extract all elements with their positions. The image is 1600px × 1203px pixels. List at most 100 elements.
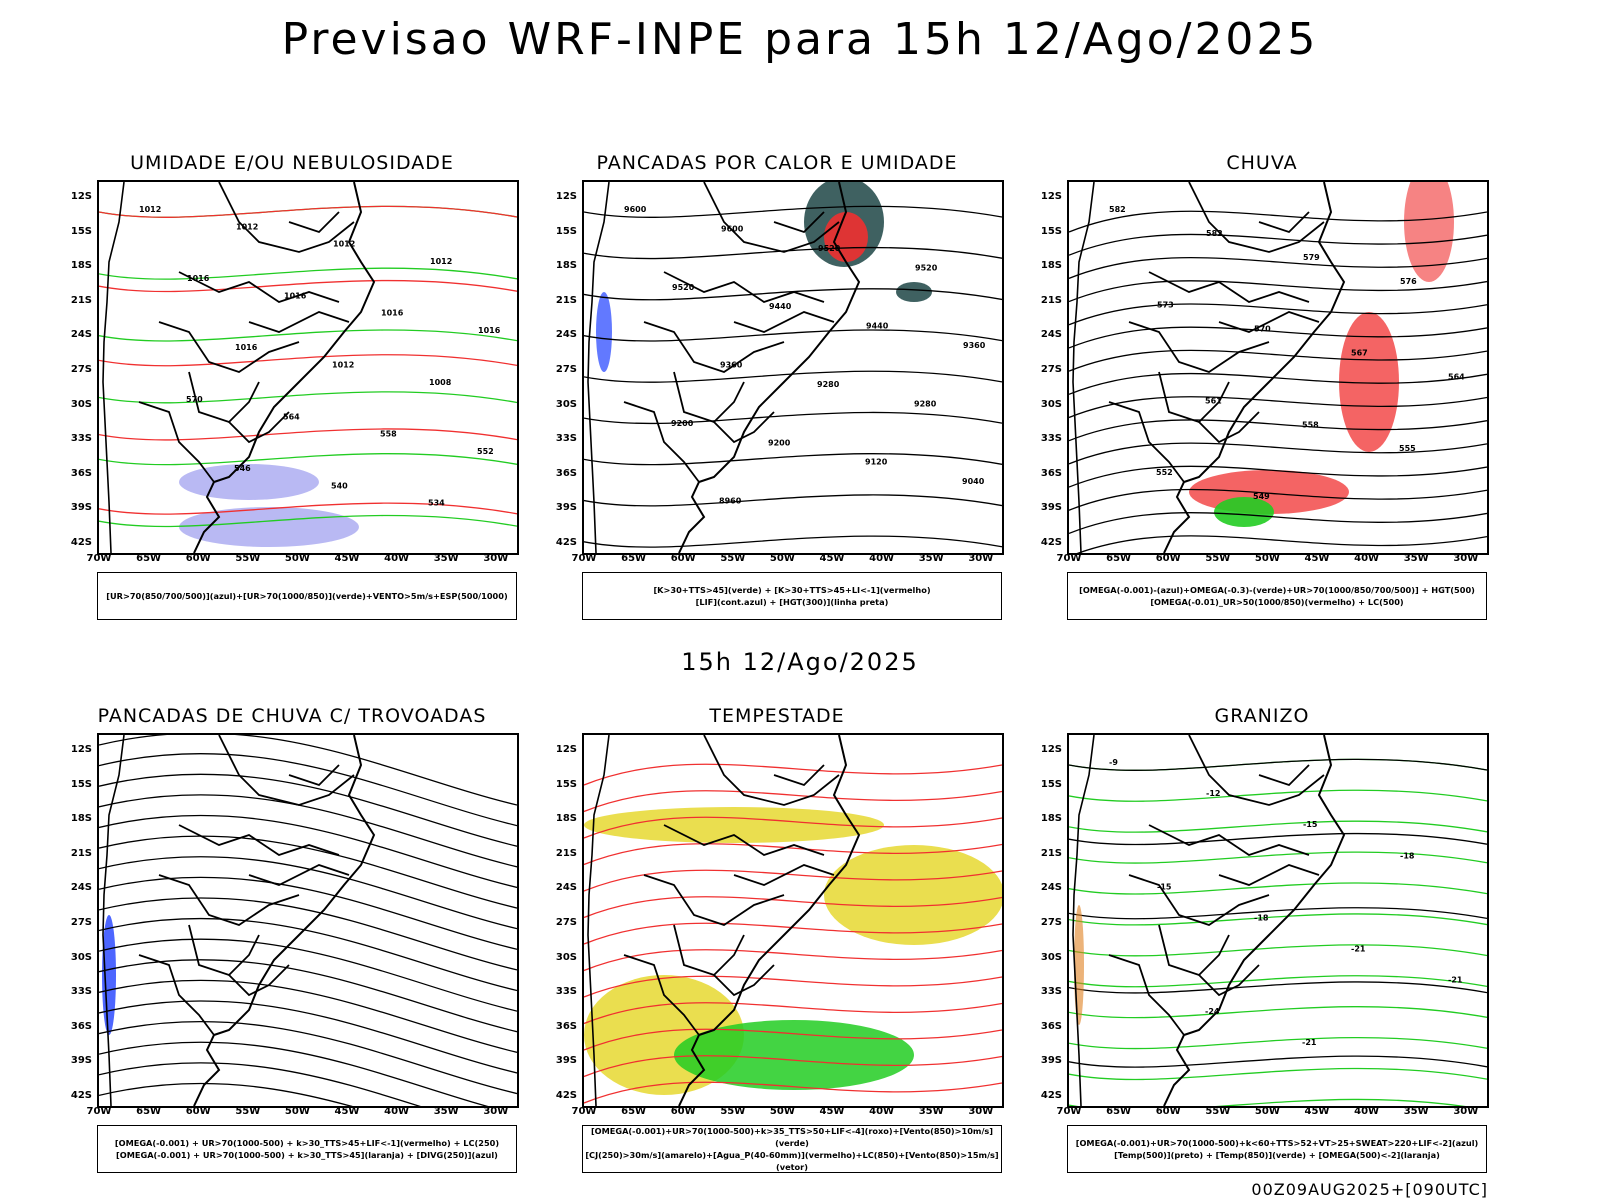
streamline	[1069, 488, 1487, 511]
contour-label: 1016	[284, 291, 307, 300]
contour-line	[1069, 758, 1487, 771]
country-border	[288, 764, 340, 787]
contour-line	[99, 205, 517, 218]
streamline	[1069, 465, 1487, 488]
lon-label: 70W	[86, 553, 112, 564]
streamline	[99, 773, 517, 847]
lat-label: 15S	[1040, 778, 1062, 790]
streamline	[1077, 535, 1487, 553]
contour-line	[99, 502, 517, 515]
lon-label: 65W	[136, 553, 162, 564]
streamline	[99, 735, 517, 806]
lat-label: 24S	[70, 882, 92, 894]
country-border	[1128, 321, 1270, 373]
coastline	[193, 182, 376, 553]
lat-label: 42S	[555, 1090, 577, 1101]
country-border	[1188, 735, 1325, 806]
lon-label: 70W	[1056, 553, 1082, 564]
lon-label: 60W	[185, 553, 211, 564]
panel-title: PANCADAS POR CALOR E UMIDADE	[596, 152, 958, 174]
contour-label: 9360	[720, 361, 743, 370]
lat-label: 21S	[555, 847, 577, 859]
lat-label: 24S	[1040, 882, 1062, 894]
lon-label: 55W	[720, 553, 746, 564]
lon-label: 40W	[1354, 1106, 1380, 1117]
contour-line	[1069, 1006, 1487, 1019]
lat-label: 24S	[1040, 329, 1062, 341]
lat-label: 39S	[1040, 1055, 1062, 1067]
contour-label: 9200	[768, 438, 791, 447]
contour-label: 1008	[429, 378, 452, 387]
streamline	[1069, 280, 1487, 303]
legend-box: [OMEGA(-0.001) + UR>70(1000-500) + k>30_…	[97, 1125, 517, 1173]
contour-label: 1016	[381, 309, 404, 318]
streamline	[584, 843, 1002, 866]
country-border	[248, 311, 350, 333]
streamline	[1069, 442, 1487, 465]
country-border	[228, 964, 290, 997]
country-border	[623, 401, 700, 483]
country-border	[1218, 311, 1320, 333]
contour-label: 1016	[187, 274, 210, 283]
streamline	[1069, 326, 1487, 349]
legend-box: [OMEGA(-0.001)+UR>70(1000-500)+k>35_TTS>…	[582, 1125, 1002, 1173]
map-canvas: 9600 9600 9520 9520 9520 9440 9440 9360 9360 9280…	[584, 182, 1002, 553]
country-border	[1198, 964, 1260, 997]
legend-line: [OMEGA(-0.001) + UR>70(1000-500) + k>30_…	[114, 1138, 500, 1148]
lat-label: 33S	[555, 433, 577, 445]
coastline-west	[1072, 735, 1095, 1106]
legend-line: [CJ(250)>30m/s](amarelo)+[Agua_P(40-60mm…	[585, 1150, 999, 1172]
contour-label: 582	[1206, 229, 1223, 238]
contour-line	[99, 205, 517, 218]
contour-label: 582	[1109, 205, 1126, 214]
lat-label: 39S	[1040, 502, 1062, 514]
lat-label: 15S	[1040, 225, 1062, 237]
lon-label: 35W	[1403, 1106, 1429, 1117]
country-border	[138, 401, 215, 483]
contour-label: 552	[1156, 468, 1173, 477]
lon-label: 35W	[1403, 553, 1429, 564]
lat-label: 39S	[70, 1055, 92, 1067]
lat-label: 15S	[70, 225, 92, 237]
streamline	[1069, 512, 1487, 535]
streamline	[584, 1055, 1002, 1078]
run-timestamp: 00Z09AUG2025+[090UTC]	[1251, 1180, 1488, 1199]
legend-line: [UR>70(850/700/500)](azul)+[UR>70(1000/8…	[106, 591, 508, 601]
lon-label: 55W	[235, 1106, 261, 1117]
lon-label: 60W	[185, 1106, 211, 1117]
lat-label: 12S	[1040, 191, 1062, 202]
streamline	[99, 752, 517, 827]
contour-label: -9	[1109, 758, 1118, 767]
panel-granizo: GRANIZO 12S 15S 18S 21S 24S 27S 30S 33S 36S 39S 42S…	[1022, 705, 1502, 1203]
contour-label: 561	[1205, 396, 1222, 405]
legend-box: [K>30+TTS>45](verde) + [K>30+TTS>45+LI<-…	[582, 572, 1002, 620]
streamline	[1069, 210, 1487, 233]
contour-label: 564	[1448, 372, 1465, 381]
streamline	[584, 975, 1002, 998]
contour-label: 558	[1302, 420, 1319, 429]
streamline	[99, 1000, 517, 1074]
country-border	[773, 211, 825, 234]
coastline	[1163, 182, 1346, 553]
contour-line	[1069, 1067, 1487, 1081]
contour-label: 570	[186, 395, 203, 404]
omega-500-area	[1074, 905, 1084, 1025]
country-border	[643, 321, 785, 373]
lat-label: 33S	[70, 986, 92, 998]
contour-line	[99, 428, 517, 441]
lat-label: 18S	[70, 813, 92, 825]
contour-label: 1012	[332, 361, 354, 370]
panel-chuva: CHUVA 12S 15S 18S 21S 24S 27S 30S 33S 36S 39S 42S 70…	[1022, 152, 1502, 650]
contour-line	[99, 329, 517, 342]
contour-label: 9440	[866, 322, 889, 331]
rain-green-area	[1214, 497, 1274, 527]
legend-box: [OMEGA(-0.001)+UR>70(1000-500)+k<60+TTS>…	[1067, 1125, 1487, 1173]
lat-label: 39S	[70, 502, 92, 514]
lon-label: 50W	[1254, 1106, 1280, 1117]
contour-line	[1069, 1036, 1487, 1050]
lon-label: 45W	[334, 1106, 360, 1117]
lon-label: 40W	[1354, 553, 1380, 564]
contour-label: 9520	[818, 244, 841, 253]
contour-label: -21	[1351, 945, 1366, 954]
contour-line	[1069, 820, 1487, 833]
